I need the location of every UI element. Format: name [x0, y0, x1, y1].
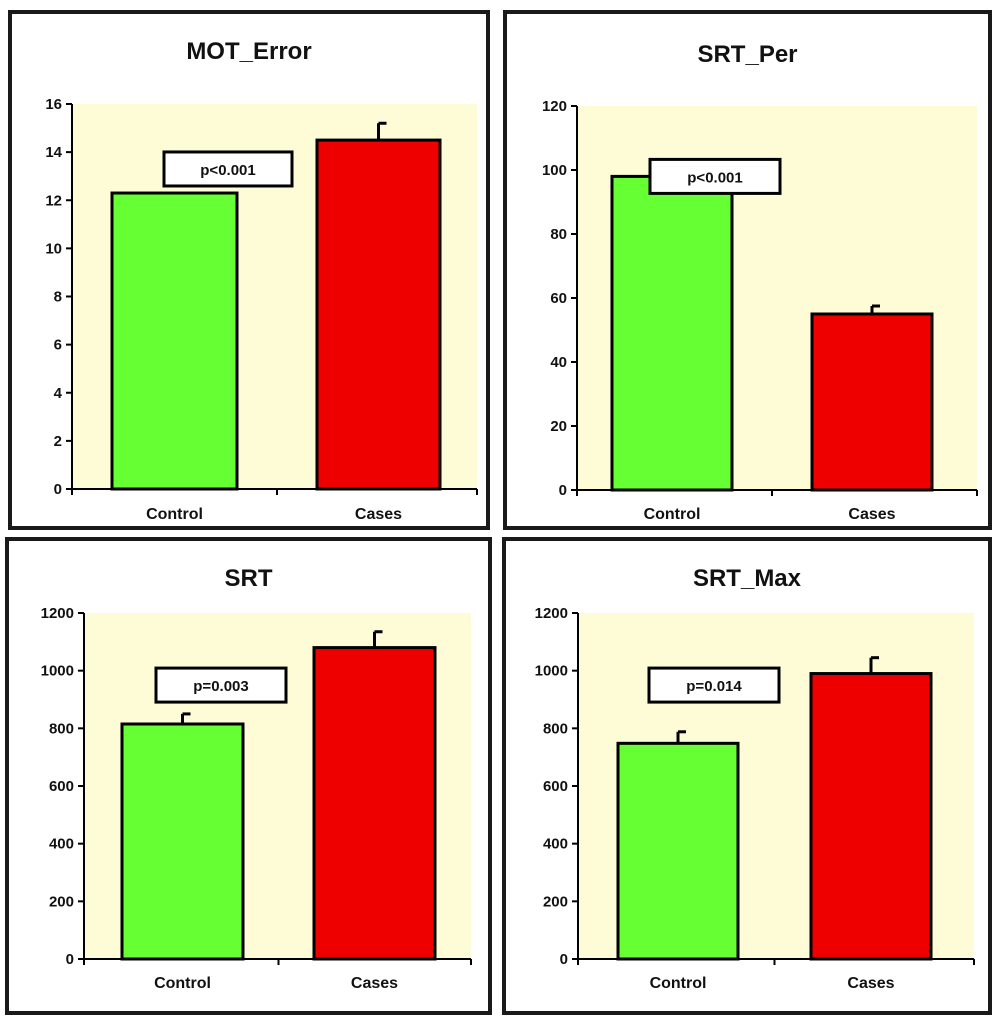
p-value-box: [648, 157, 782, 195]
y-tick-label: 2: [54, 433, 62, 450]
bar-control: [110, 191, 239, 491]
p-value-label: p=0.003: [193, 678, 248, 695]
chart-svg: MOT_Error Control Cases 0 2 4 6 8 10 12 14 16 p<0.00…: [45, 38, 478, 523]
y-tick-label: 80: [550, 226, 567, 243]
y-tick-label: 20: [550, 418, 567, 435]
bar-control: [616, 741, 740, 961]
y-tick-label: 200: [543, 893, 568, 910]
y-tick-label: 400: [49, 836, 74, 853]
y-tick-label: 10: [45, 240, 62, 257]
y-tick-label: 0: [560, 951, 568, 968]
chart-title: MOT_Error: [186, 38, 311, 65]
p-value-label: p=0.014: [686, 678, 742, 695]
p-value-label: p<0.001: [687, 169, 742, 186]
p-value-box: [162, 150, 294, 188]
x-tick-label: Control: [650, 975, 707, 992]
x-tick-label: Cases: [848, 506, 895, 523]
chart-panel-mot-error: MOT_Error Control Cases 0 2 4 6 8 10 12 14 16 p<0.00…: [8, 10, 490, 530]
x-tick-label: Cases: [355, 506, 402, 523]
chart-panel-srt: SRT Control Cases 0 200 400 600 800 1000 1200 p=0.…: [5, 537, 492, 1015]
bar-cases: [315, 138, 442, 491]
y-tick-label: 200: [49, 893, 74, 910]
y-tick-label: 1000: [535, 663, 568, 680]
bar-cases: [810, 312, 934, 492]
x-tick-label: Control: [154, 975, 211, 992]
y-tick-label: 14: [45, 144, 62, 161]
chart-svg: SRT Control Cases 0 200 400 600 800 1000 1200 p=0.…: [41, 565, 472, 992]
chart-title: SRT: [225, 565, 273, 592]
y-tick-label: 6: [54, 337, 62, 354]
y-tick-label: 0: [66, 951, 74, 968]
y-tick-label: 100: [542, 162, 567, 179]
bar-control: [120, 722, 245, 961]
y-tick-label: 1000: [41, 663, 74, 680]
bar-cases: [809, 672, 933, 961]
chart-title: SRT_Max: [693, 565, 802, 592]
x-tick-label: Control: [644, 506, 701, 523]
y-tick-label: 8: [54, 289, 62, 306]
y-tick-label: 120: [542, 98, 567, 115]
x-tick-label: Cases: [351, 975, 398, 992]
y-tick-label: 0: [559, 482, 567, 499]
y-tick-label: 1200: [535, 605, 568, 622]
y-tick-label: 800: [543, 720, 568, 737]
p-value-box: [154, 666, 288, 704]
y-tick-label: 60: [550, 290, 567, 307]
y-tick-label: 600: [49, 778, 74, 795]
chart-panel-srt-per: SRT_Per Control Cases 0 20 40 60 80 100 120 p<0.00…: [503, 10, 992, 530]
y-tick-label: 16: [45, 96, 62, 113]
y-tick-label: 40: [550, 354, 567, 371]
y-tick-label: 400: [543, 836, 568, 853]
p-value-label: p<0.001: [200, 162, 255, 179]
y-tick-label: 600: [543, 778, 568, 795]
chart-title: SRT_Per: [697, 41, 797, 68]
y-tick-label: 0: [54, 481, 62, 498]
chart-svg: SRT_Per Control Cases 0 20 40 60 80 100 120 p<0.00…: [542, 41, 978, 523]
chart-svg: SRT_Max Control Cases 0 200 400 600 800 1000 1200…: [535, 565, 975, 992]
x-tick-label: Control: [146, 506, 203, 523]
bar-control: [610, 174, 734, 492]
y-tick-label: 4: [54, 385, 63, 402]
y-tick-label: 1200: [41, 605, 74, 622]
p-value-box: [647, 666, 781, 704]
bar-cases: [312, 646, 437, 961]
x-tick-label: Cases: [847, 975, 894, 992]
y-tick-label: 800: [49, 720, 74, 737]
y-tick-label: 12: [45, 192, 62, 209]
chart-panel-srt-max: SRT_Max Control Cases 0 200 400 600 800 1000 1200…: [502, 537, 992, 1015]
